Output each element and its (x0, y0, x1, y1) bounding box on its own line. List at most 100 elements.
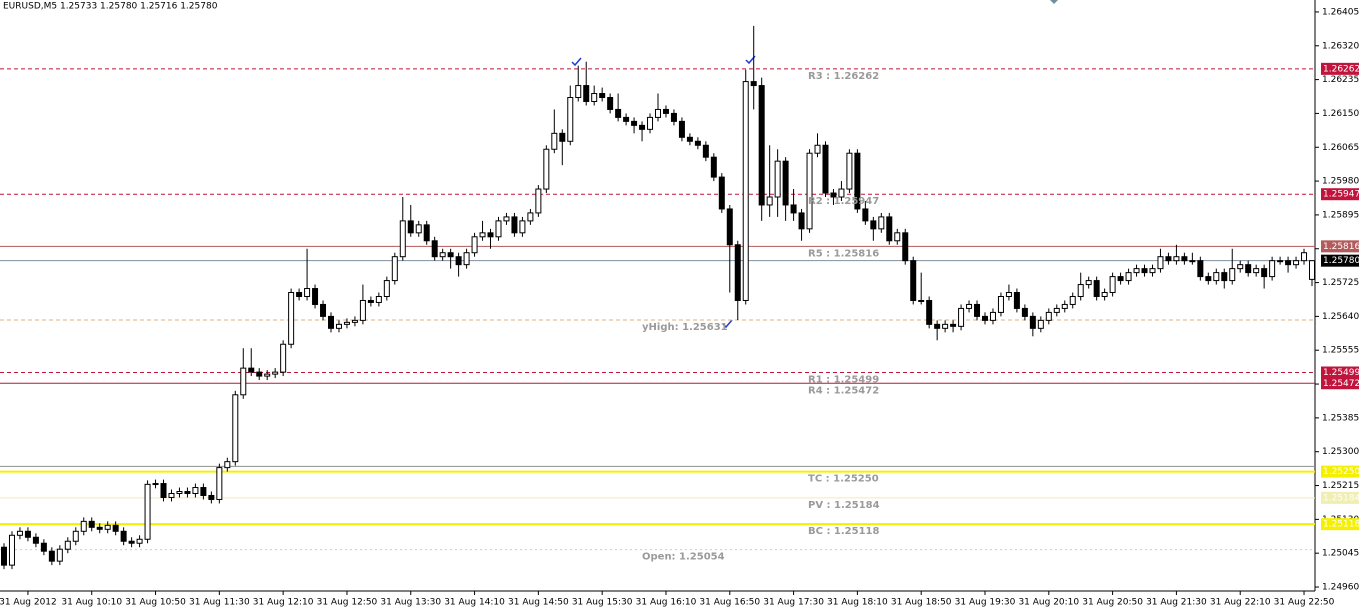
y-tick-label: 1.25725 (1322, 278, 1359, 288)
candle-body (583, 85, 590, 102)
candle-body (1013, 292, 1020, 309)
candle-body (447, 252, 454, 258)
candle-body (471, 236, 478, 254)
level-label: R4 : 1.25472 (808, 385, 879, 396)
candle-body (1181, 256, 1188, 262)
x-tick-label: 31 Aug 20:50 (1082, 598, 1143, 608)
y-tick-label: 1.26235 (1322, 75, 1359, 85)
candle-body (503, 216, 510, 222)
candle-body (1173, 256, 1180, 262)
price-tag (1321, 240, 1359, 253)
price-tag-label: 1.25947 (1323, 190, 1360, 200)
candle-body (966, 303, 973, 309)
candle-body (383, 280, 390, 297)
x-tick-label: 31 Aug 19:30 (955, 598, 1016, 608)
y-tick-label: 1.25980 (1322, 177, 1359, 187)
candle-body (686, 136, 693, 142)
candle-body (144, 483, 151, 540)
candle-body (814, 144, 821, 154)
y-tick-label: 1.26065 (1322, 143, 1359, 153)
candle-body (742, 81, 749, 301)
candle-body (168, 492, 175, 498)
candle-body (1269, 260, 1276, 278)
candle-body (359, 299, 366, 321)
candle-body (208, 494, 215, 500)
x-tick-label: 31 Aug 21:30 (1146, 598, 1207, 608)
candle-body (551, 132, 558, 150)
candle-body (1029, 315, 1036, 329)
candle-body (982, 315, 988, 321)
x-tick-label: 31 Aug 12:50 (317, 598, 378, 608)
y-tick-label: 1.25640 (1322, 312, 1359, 322)
price-tag (1321, 254, 1359, 267)
candle-body (288, 292, 295, 345)
candle-body (774, 160, 781, 198)
candle-body (846, 152, 853, 190)
candle-body (926, 299, 933, 325)
level-label: TC : 1.25250 (808, 474, 879, 485)
price-tag (1321, 491, 1359, 504)
candle-body (16, 530, 23, 536)
candle-body (1309, 260, 1315, 280)
candle-body (224, 461, 231, 469)
x-tick-label: 31 Aug 10:10 (61, 598, 122, 608)
candle-body (718, 176, 725, 210)
candle-body (958, 307, 965, 327)
candle-body (511, 216, 518, 234)
candle-body (192, 487, 199, 494)
candle-body (862, 208, 869, 222)
check-mark (722, 319, 733, 329)
candle-body (1045, 311, 1052, 321)
candle-body (24, 530, 31, 538)
x-tick-label: 31 Aug 22:10 (1210, 598, 1271, 608)
x-tick-label: 31 Aug 18:50 (891, 598, 952, 608)
candle-body (1205, 276, 1212, 282)
candle-body (1117, 276, 1124, 282)
price-tag (1321, 518, 1359, 531)
candle-body (391, 256, 398, 282)
candle-body (758, 85, 765, 206)
candle-body (104, 524, 111, 530)
candle-body (375, 295, 382, 303)
candle-body (567, 97, 574, 142)
price-tag-label: 1.25250 (1323, 467, 1360, 477)
candle-body (1301, 252, 1308, 262)
candle-body (1189, 260, 1196, 263)
candle-body (367, 299, 374, 303)
candle-body (1213, 272, 1220, 282)
candle-body (240, 367, 247, 396)
candle-body (782, 160, 789, 206)
chart-title: EURUSD,M5 1.25733 1.25780 1.25716 1.2578… (3, 2, 218, 12)
candle-body (830, 192, 837, 198)
candle-body (607, 97, 614, 110)
candle-body (615, 108, 622, 118)
y-tick-label: 1.25045 (1322, 549, 1359, 559)
candle-body (806, 152, 813, 230)
y-tick-label: 1.26405 (1322, 7, 1359, 17)
candle-body (439, 252, 446, 258)
candle-body (455, 256, 462, 266)
candle-body (639, 124, 646, 130)
candle-body (152, 483, 159, 486)
level-label: BC : 1.25118 (808, 526, 880, 537)
candle-body (798, 212, 805, 230)
candle-body (1061, 303, 1068, 309)
candle-body (1229, 268, 1236, 282)
candle-body (48, 550, 55, 562)
markers (571, 55, 756, 329)
candle-body (1069, 295, 1076, 305)
candle-body (200, 487, 207, 496)
candle-body (631, 120, 638, 126)
icon (1050, 0, 1058, 4)
level-label: PV : 1.25184 (808, 500, 880, 511)
candle-body (670, 112, 677, 122)
y-tick-label: 1.25895 (1322, 210, 1359, 220)
candle-body (264, 373, 271, 377)
candle-body (64, 540, 71, 550)
price-tag (1321, 188, 1359, 201)
x-tick-label: 31 Aug 18:10 (827, 598, 888, 608)
x-tick-label: 31 Aug 16:10 (636, 598, 697, 608)
candle-body (543, 148, 550, 190)
price-tag (1321, 465, 1359, 478)
check-mark (571, 57, 582, 67)
